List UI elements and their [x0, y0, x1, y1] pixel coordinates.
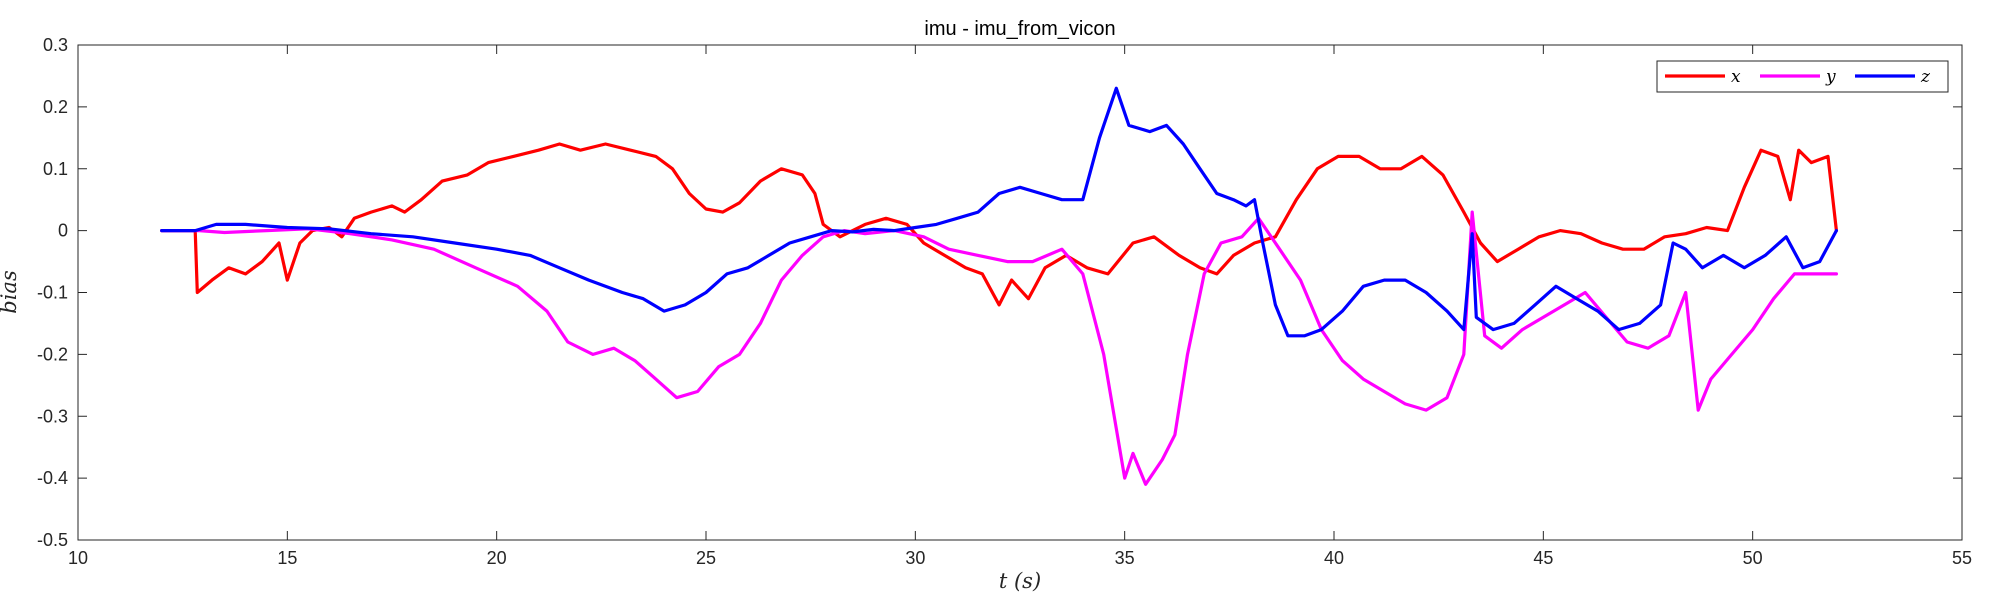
y-tick-label: 0 — [58, 221, 68, 241]
x-tick-label: 15 — [277, 548, 297, 568]
x-tick-label: 45 — [1533, 548, 1553, 568]
series-line-z — [160, 86, 1838, 338]
x-tick-label: 55 — [1952, 548, 1972, 568]
chart-title: imu - imu_from_vicon — [924, 18, 1115, 40]
y-tick-label: 0.1 — [43, 159, 68, 179]
series-layer — [160, 86, 1838, 486]
x-tick-label: 30 — [905, 548, 925, 568]
y-tick-label: -0.1 — [37, 283, 68, 303]
x-tick-label: 20 — [487, 548, 507, 568]
legend-label-x: x — [1731, 67, 1741, 87]
legend-label-y: y — [1825, 67, 1836, 87]
y-tick-label: -0.4 — [37, 468, 68, 488]
y-tick-label: -0.5 — [37, 530, 68, 550]
x-tick-label: 10 — [68, 548, 88, 568]
legend: x y z — [1656, 60, 1949, 93]
legend-label-z: z — [1920, 67, 1931, 87]
legend-items: x y z — [1665, 67, 1931, 87]
x-tick-label: 50 — [1743, 548, 1763, 568]
series-line-x — [160, 142, 1838, 307]
tick-layer: 10 15 20 25 30 35 40 45 50 55 -0.5 -0.4 -0.3 -0.2 -0.1… — [37, 35, 1972, 568]
series-line-y — [160, 210, 1838, 486]
y-axis-title: bias — [0, 270, 21, 314]
x-tick-label: 35 — [1115, 548, 1135, 568]
y-tick-label: 0.3 — [43, 35, 68, 55]
y-tick-label: -0.2 — [37, 344, 68, 364]
x-tick-label: 40 — [1324, 548, 1344, 568]
x-tick-label: 25 — [696, 548, 716, 568]
y-tick-label: 0.2 — [43, 97, 68, 117]
y-tick-label: -0.3 — [37, 406, 68, 426]
x-axis-title: t (s) — [999, 569, 1041, 593]
plot-area — [77, 44, 1963, 541]
